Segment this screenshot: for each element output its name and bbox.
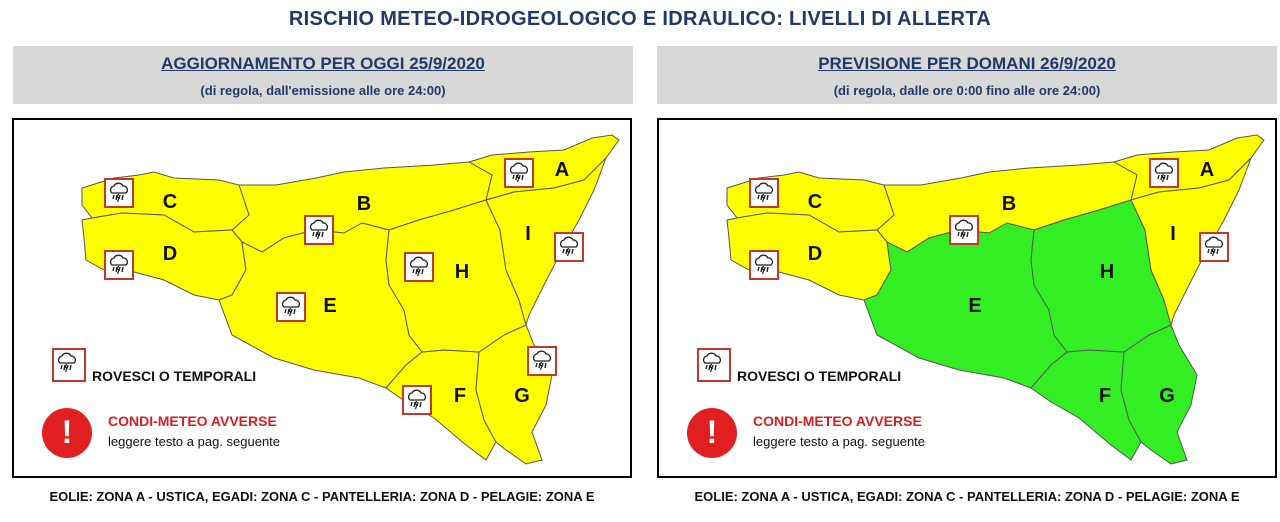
alert-exclamation-icon: ! [687,408,737,458]
storm-icon [504,158,534,188]
today-islands-footer: EOLIE: ZONA A - USTICA, EGADI: ZONA C - … [49,489,595,504]
storm-icon [527,346,557,376]
storm-icon [554,232,584,262]
zone-b-label: B [1002,193,1016,215]
legend-storm-label: ROVESCI O TEMPORALI [92,368,257,384]
page-title: RISCHIO METEO-IDROGEOLOGICO E IDRAULICO:… [288,8,992,30]
alert-title: CONDI-METEO AVVERSE [108,413,277,429]
zone-g-area [1120,324,1198,465]
storm-icon [749,250,779,280]
sicily-zone-map: A B C D E F G H I [726,134,1265,465]
zone-c-label: C [163,191,177,213]
zone-b-label: B [357,193,371,215]
tomorrow-heading: PREVISIONE PER DOMANI 26/9/2020 [818,54,1116,73]
today-subheading: (di regola, dall'emissione alle ore 24:0… [200,83,446,98]
legend-storm-icon [697,348,731,382]
today-header: AGGIORNAMENTO PER OGGI 25/9/2020 (di reg… [13,46,633,104]
zone-h-area [385,199,527,353]
alert-title: CONDI-METEO AVVERSE [753,413,922,429]
storm-icon [276,292,306,322]
storm-icon [304,215,334,245]
tomorrow-subheading: (di regola, dalle ore 0:00 fino alle ore… [833,83,1101,98]
zone-f-label: F [1099,385,1111,407]
alert-subtitle: leggere testo a pag. seguente [108,434,281,449]
zone-g-label: G [514,385,530,407]
storm-icon [1149,158,1179,188]
zone-f-label: F [454,385,466,407]
zone-a-label: A [555,159,569,181]
alert-subtitle: leggere testo a pag. seguente [753,434,926,449]
zone-e-label: E [323,295,336,317]
tomorrow-header: PREVISIONE PER DOMANI 26/9/2020 (di rego… [657,46,1277,104]
zone-d-label: D [808,243,822,265]
tomorrow-map: A B C D E F G H I ROVESCI O TEMPORALI! CONDI-METEO… [657,118,1277,478]
storm-icon [104,178,134,208]
zone-i-label: I [1170,223,1176,245]
today-map: A B C D E F G H I ROVESCI O TEMPORALI! CONDI-METEO… [12,118,632,478]
storm-icon [749,178,779,208]
tomorrow-islands-footer: EOLIE: ZONA A - USTICA, EGADI: ZONA C - … [694,489,1240,504]
zone-a-label: A [1200,159,1214,181]
zone-h-area [1030,199,1172,353]
zone-d-label: D [163,243,177,265]
storm-icon [404,252,434,282]
zone-h-label: H [1100,261,1114,283]
legend-storm-label: ROVESCI O TEMPORALI [737,368,902,384]
legend-storm-icon [52,348,86,382]
alert-exclamation-icon: ! [42,408,92,458]
storm-icon [949,215,979,245]
zone-i-label: I [525,223,531,245]
zone-h-label: H [455,261,469,283]
storm-icon [402,385,432,415]
sicily-zone-map: A B C D E F G H I [81,134,620,465]
storm-icon [104,250,134,280]
zone-c-label: C [808,191,822,213]
storm-icon [1199,232,1229,262]
today-heading: AGGIORNAMENTO PER OGGI 25/9/2020 [161,54,485,73]
zone-e-label: E [968,295,981,317]
zone-g-label: G [1159,385,1175,407]
